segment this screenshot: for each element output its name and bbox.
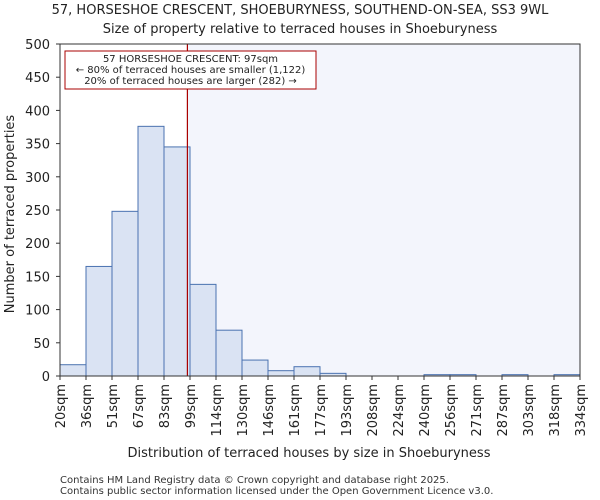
x-tick-label: 20sqm (54, 384, 69, 428)
annotation-line-2: ← 80% of terraced houses are smaller (1,… (76, 65, 306, 76)
bar-114sqm (215, 329, 243, 377)
x-tick-label: 146sqm (262, 384, 277, 437)
y-tick-label: 250 (25, 204, 50, 219)
chart-title: 57, HORSESHOE CRESCENT, SHOEBURYNESS, SO… (52, 3, 549, 18)
larger-region-highlight (187, 44, 580, 376)
annotation-box (64, 50, 317, 90)
annotation-line-1: 57 HORSESHOE CRESCENT: 97sqm (103, 54, 278, 65)
x-tick-label: 224sqm (392, 384, 407, 437)
y-tick-label: 450 (25, 71, 50, 86)
x-tick-label: 334sqm (574, 384, 589, 437)
y-tick-label: 500 (25, 38, 50, 53)
x-tick-label: 240sqm (418, 384, 433, 437)
footer-line-1: Contains HM Land Registry data © Crown c… (60, 475, 449, 486)
y-tick-label: 300 (25, 171, 50, 186)
bar-130sqm (241, 359, 269, 377)
bar-146sqm (267, 370, 295, 377)
x-tick-label: 114sqm (210, 384, 225, 437)
x-tick-label: 193sqm (340, 384, 355, 437)
y-axis-label: Number of terraced properties (3, 115, 18, 314)
x-axis: 20sqm 36sqm 51sqm 67sqm 83sqm 99sqm 114sqm 130s… (54, 376, 589, 437)
x-tick-label: 51sqm (106, 384, 121, 428)
x-tick-label: 271sqm (470, 384, 485, 437)
x-tick-label: 36sqm (80, 384, 95, 428)
bar-20sqm (59, 364, 87, 377)
y-axis: 0 50 100 150 200 250 300 350 400 450 500 (25, 38, 60, 385)
bar-51sqm (111, 210, 139, 377)
bar-99sqm (189, 283, 217, 377)
x-tick-label: 83sqm (158, 384, 173, 428)
x-tick-label: 303sqm (522, 384, 537, 437)
y-tick-label: 200 (25, 237, 50, 252)
bar-161sqm (293, 366, 321, 377)
y-tick-label: 400 (25, 104, 50, 119)
annotation-line-3: 20% of terraced houses are larger (282) … (84, 76, 297, 87)
x-tick-label: 256sqm (444, 384, 459, 437)
x-axis-label: Distribution of terraced houses by size … (128, 446, 491, 461)
bar-group (59, 125, 581, 377)
x-tick-label: 208sqm (366, 384, 381, 437)
bar-67sqm (137, 125, 165, 377)
y-tick-label: 350 (25, 138, 50, 153)
x-tick-label: 99sqm (184, 384, 199, 428)
bar-36sqm (85, 265, 113, 377)
y-tick-label: 150 (25, 270, 50, 285)
x-tick-label: 177sqm (314, 384, 329, 437)
bar-83sqm (163, 146, 191, 377)
x-tick-label: 287sqm (496, 384, 511, 437)
x-tick-label: 67sqm (132, 384, 147, 428)
y-tick-label: 50 (33, 337, 50, 352)
y-tick-label: 0 (42, 370, 50, 385)
x-tick-label: 318sqm (548, 384, 563, 437)
y-tick-label: 100 (25, 304, 50, 319)
x-tick-label: 130sqm (236, 384, 251, 437)
chart-subtitle: Size of property relative to terraced ho… (103, 22, 498, 37)
footer-line-2: Contains public sector information licen… (60, 486, 493, 497)
x-tick-label: 161sqm (288, 384, 303, 437)
